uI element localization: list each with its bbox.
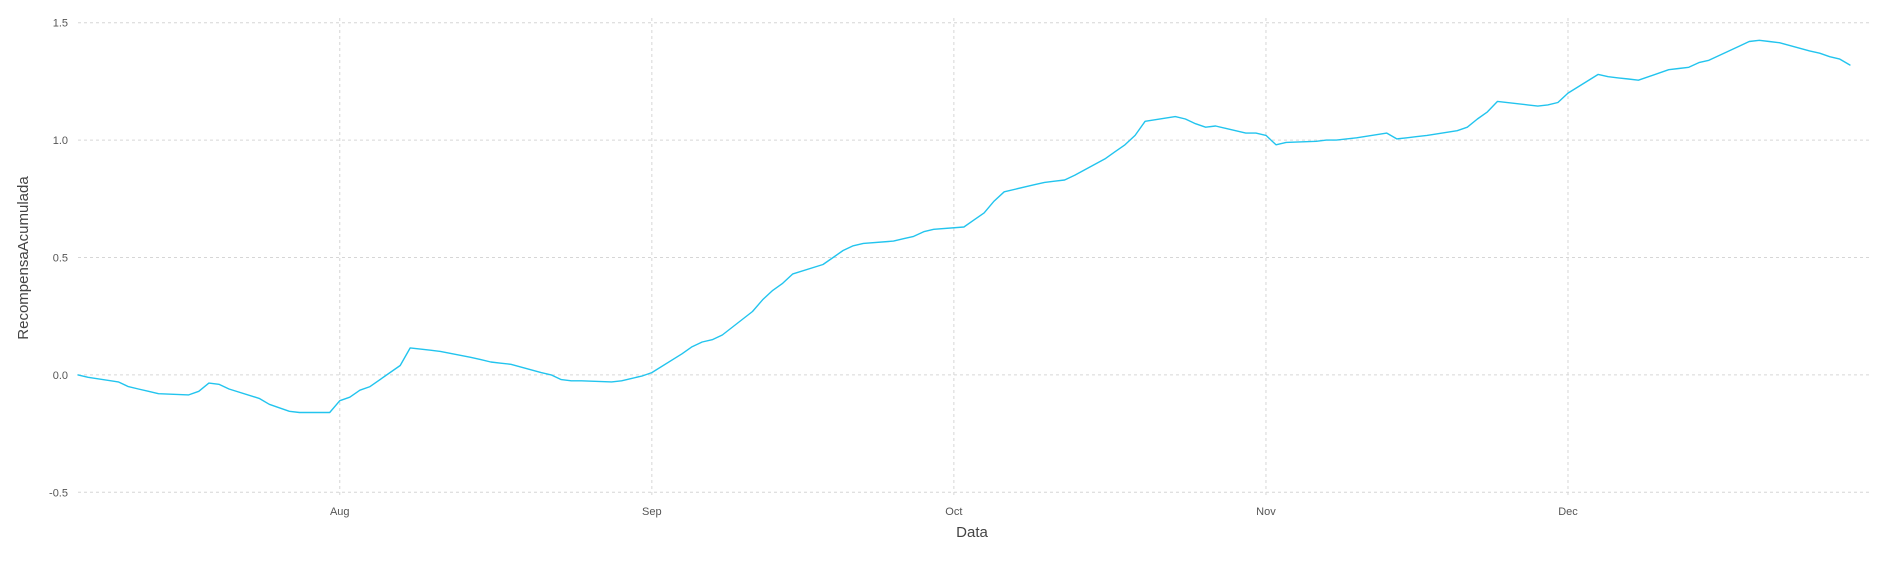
series-line	[77, 39, 1851, 414]
x-tick-label: Dec	[1558, 506, 1578, 518]
y-tick-label: 1.5	[53, 18, 68, 30]
y-axis-title: RecompensaAcumulada	[15, 176, 32, 340]
x-tick-label: Oct	[945, 506, 962, 518]
grid-layer	[78, 18, 1870, 497]
y-tick-label: 0.5	[53, 253, 68, 265]
y-axis-ticks: -0.5 0.0 0.5 1.0 1.5	[49, 18, 68, 500]
x-axis-title: Data	[956, 524, 988, 541]
y-tick-label: 1.0	[53, 135, 68, 147]
x-tick-label: Sep	[642, 506, 662, 518]
series-layer	[77, 39, 1851, 414]
y-tick-label: 0.0	[53, 370, 68, 382]
y-tick-label: -0.5	[49, 487, 68, 499]
x-tick-label: Aug	[330, 506, 350, 518]
x-tick-label: Nov	[1256, 506, 1276, 518]
x-axis-ticks: Aug Sep Oct Nov Dec	[330, 506, 1578, 518]
